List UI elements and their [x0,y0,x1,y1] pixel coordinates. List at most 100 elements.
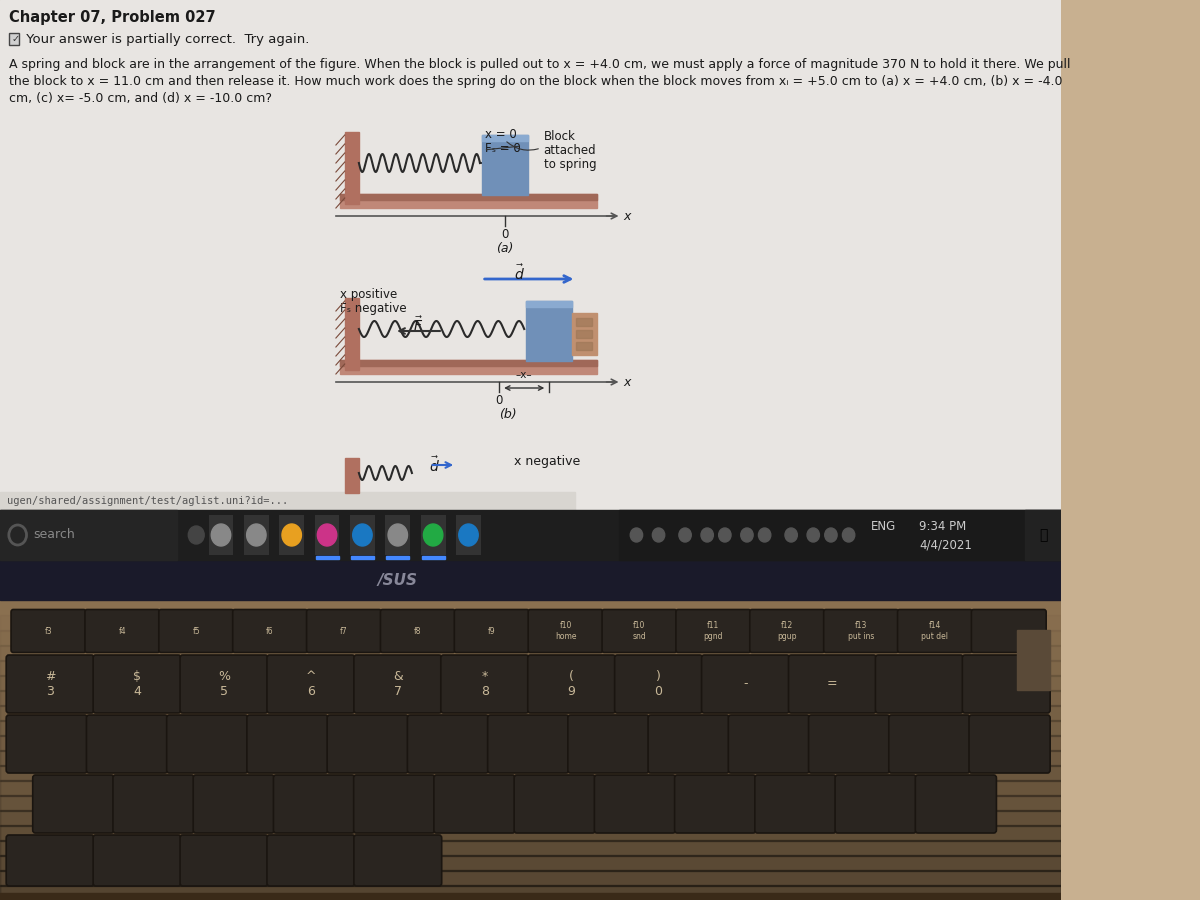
Bar [0,795,1061,811]
FancyBboxPatch shape [970,715,1050,773]
Circle shape [630,528,643,542]
Text: Fₛ = 0: Fₛ = 0 [485,142,521,155]
Bar [456,515,481,555]
Text: *
8: * 8 [481,670,488,698]
Bar [526,301,572,307]
FancyBboxPatch shape [247,715,328,773]
Text: cm, (c) x= -5.0 cm, and (d) x = -10.0 cm?: cm, (c) x= -5.0 cm, and (d) x = -10.0 cm… [8,92,272,105]
Text: f3: f3 [44,626,53,635]
Text: f10
snd: f10 snd [632,621,647,641]
Bar [0,825,1061,841]
Bar [0,510,1061,560]
FancyBboxPatch shape [528,609,602,652]
FancyBboxPatch shape [354,835,442,886]
FancyBboxPatch shape [11,609,86,652]
Text: 🏴: 🏴 [1039,528,1048,542]
Text: Block: Block [544,130,576,143]
Text: f14
put del: f14 put del [922,621,948,641]
Bar [386,556,409,559]
Bar [421,556,445,559]
Text: )
0: ) 0 [654,670,662,698]
FancyBboxPatch shape [728,715,810,773]
Circle shape [701,528,713,542]
Bar [0,780,1061,796]
Bar [421,515,445,555]
Bar [0,893,1061,900]
Text: (b): (b) [499,408,517,421]
Bar [0,750,1061,766]
Text: f8: f8 [414,626,421,635]
Text: 9:34 PM: 9:34 PM [919,520,966,533]
Bar [0,560,1061,600]
FancyBboxPatch shape [94,835,181,886]
Circle shape [758,528,770,542]
FancyBboxPatch shape [972,609,1046,652]
Text: Your answer is partially correct.  Try again.: Your answer is partially correct. Try ag… [22,33,310,46]
FancyBboxPatch shape [602,609,677,652]
Text: 0: 0 [496,394,503,407]
Bar [0,855,1061,871]
Bar [385,515,410,555]
Text: f7: f7 [340,626,348,635]
Bar [341,360,596,374]
Circle shape [808,528,820,542]
FancyBboxPatch shape [407,715,488,773]
Text: /SUS: /SUS [378,572,418,588]
Bar [0,690,1061,706]
Bar [341,194,596,200]
Text: 4/4/2021: 4/4/2021 [919,538,972,551]
Circle shape [211,524,230,546]
Text: to spring: to spring [544,158,596,171]
Bar [0,765,1061,781]
Bar [1016,630,1050,690]
Text: A spring and block are in the arrangement of the figure. When the block is pulle: A spring and block are in the arrangemen… [8,58,1070,71]
Circle shape [317,524,337,546]
Text: (a): (a) [496,242,514,255]
Bar [0,675,1061,691]
FancyBboxPatch shape [380,609,455,652]
Circle shape [785,528,797,542]
FancyBboxPatch shape [898,609,972,652]
Text: f6: f6 [266,626,274,635]
Circle shape [424,524,443,546]
FancyBboxPatch shape [568,715,649,773]
Bar [1025,510,1061,560]
FancyBboxPatch shape [962,655,1050,713]
Bar [344,298,359,370]
Text: f11
pgnd: f11 pgnd [703,621,724,641]
FancyBboxPatch shape [487,715,569,773]
Circle shape [719,528,731,542]
FancyBboxPatch shape [876,655,964,713]
FancyBboxPatch shape [676,609,751,652]
Bar [0,870,1061,886]
Text: &
7: & 7 [392,670,403,698]
FancyBboxPatch shape [266,835,355,886]
Bar [0,810,1061,826]
FancyBboxPatch shape [809,715,889,773]
Circle shape [653,528,665,542]
Circle shape [353,524,372,546]
Text: (
9: ( 9 [568,670,576,698]
Bar [0,600,1061,900]
FancyBboxPatch shape [266,655,355,713]
Bar [314,515,340,555]
Circle shape [740,528,754,542]
Bar [209,515,233,555]
Text: ✓: ✓ [12,34,19,44]
FancyBboxPatch shape [6,835,94,886]
Bar [0,615,1061,631]
Bar [341,360,596,365]
Bar [8,33,19,45]
Text: x: x [623,210,630,222]
Bar [280,515,304,555]
FancyBboxPatch shape [455,609,529,652]
Circle shape [842,528,854,542]
Text: f4: f4 [119,626,126,635]
Bar [0,735,1061,751]
Text: ENG: ENG [871,520,896,534]
FancyBboxPatch shape [674,775,756,833]
Text: f9: f9 [488,626,496,635]
FancyBboxPatch shape [889,715,970,773]
Bar [0,720,1061,736]
Circle shape [247,524,266,546]
